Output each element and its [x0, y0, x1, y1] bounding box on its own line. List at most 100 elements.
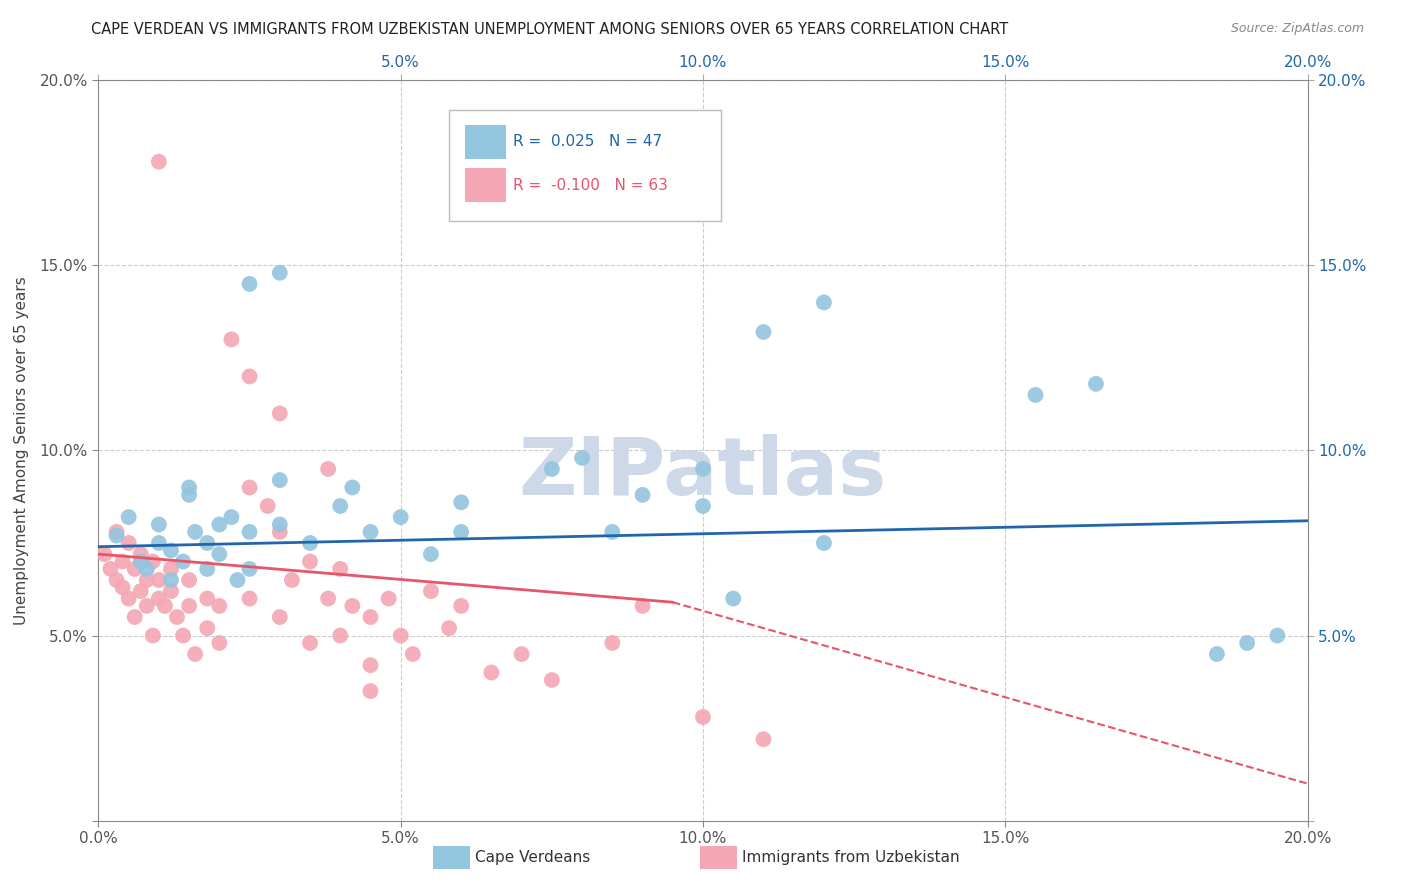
Point — [135, 599, 157, 613]
Point — [360, 610, 382, 624]
Point — [571, 450, 593, 465]
Point — [208, 599, 231, 613]
Point — [360, 684, 382, 698]
Point — [118, 536, 141, 550]
Point — [420, 584, 443, 599]
Point — [226, 573, 249, 587]
Point — [631, 599, 654, 613]
Point — [329, 628, 352, 642]
Point — [692, 499, 714, 513]
Point — [281, 573, 304, 587]
Point — [195, 591, 218, 606]
Point — [221, 332, 243, 346]
Point — [118, 510, 141, 524]
Point — [723, 591, 745, 606]
Text: Cape Verdeans: Cape Verdeans — [475, 850, 591, 864]
Point — [389, 628, 412, 642]
FancyBboxPatch shape — [465, 169, 506, 202]
Point — [105, 524, 128, 539]
Point — [299, 636, 322, 650]
Point — [299, 554, 322, 569]
Point — [148, 517, 170, 532]
Point — [316, 591, 339, 606]
Point — [342, 481, 364, 495]
Point — [450, 599, 472, 613]
Point — [179, 481, 201, 495]
Point — [269, 407, 291, 421]
Point — [221, 510, 243, 524]
Point — [316, 462, 339, 476]
Point — [179, 488, 201, 502]
Text: ZIPatlas: ZIPatlas — [519, 434, 887, 512]
Point — [1206, 647, 1229, 661]
Point — [420, 547, 443, 561]
Point — [631, 488, 654, 502]
Point — [93, 547, 115, 561]
Text: R =  -0.100   N = 63: R = -0.100 N = 63 — [513, 178, 668, 193]
Point — [184, 647, 207, 661]
Point — [100, 562, 122, 576]
Point — [239, 481, 262, 495]
Point — [172, 628, 194, 642]
Point — [142, 554, 165, 569]
Point — [105, 528, 128, 542]
Point — [299, 536, 322, 550]
Point — [1267, 628, 1289, 642]
Point — [360, 524, 382, 539]
Text: Source: ZipAtlas.com: Source: ZipAtlas.com — [1230, 22, 1364, 36]
Point — [208, 547, 231, 561]
Point — [329, 562, 352, 576]
Point — [437, 621, 460, 635]
Point — [129, 547, 152, 561]
Point — [1024, 388, 1046, 402]
Point — [148, 536, 170, 550]
Point — [602, 636, 624, 650]
Point — [377, 591, 399, 606]
Text: CAPE VERDEAN VS IMMIGRANTS FROM UZBEKISTAN UNEMPLOYMENT AMONG SENIORS OVER 65 YE: CAPE VERDEAN VS IMMIGRANTS FROM UZBEKIST… — [91, 22, 1008, 37]
Point — [239, 591, 262, 606]
Point — [692, 462, 714, 476]
Point — [602, 524, 624, 539]
Point — [752, 325, 775, 339]
Point — [239, 524, 262, 539]
Point — [184, 524, 207, 539]
Point — [153, 599, 176, 613]
Point — [166, 610, 188, 624]
Point — [402, 647, 425, 661]
Point — [148, 591, 170, 606]
Point — [239, 277, 262, 291]
Point — [172, 554, 194, 569]
Point — [135, 573, 157, 587]
Point — [692, 710, 714, 724]
FancyBboxPatch shape — [465, 126, 506, 160]
Point — [118, 591, 141, 606]
Point — [208, 517, 231, 532]
Point — [510, 647, 533, 661]
Point — [105, 573, 128, 587]
FancyBboxPatch shape — [449, 110, 721, 221]
Point — [269, 524, 291, 539]
Point — [135, 562, 157, 576]
Y-axis label: Unemployment Among Seniors over 65 years: Unemployment Among Seniors over 65 years — [14, 277, 28, 624]
Point — [813, 295, 835, 310]
Point — [148, 154, 170, 169]
Point — [752, 732, 775, 747]
Point — [195, 536, 218, 550]
Point — [111, 554, 134, 569]
Point — [179, 573, 201, 587]
Point — [208, 636, 231, 650]
Point — [129, 584, 152, 599]
Point — [160, 562, 183, 576]
Point — [142, 628, 165, 642]
Point — [342, 599, 364, 613]
Point — [195, 621, 218, 635]
Point — [269, 266, 291, 280]
Point — [124, 562, 146, 576]
Point — [389, 510, 412, 524]
Point — [450, 524, 472, 539]
Point — [256, 499, 278, 513]
Point — [111, 581, 134, 595]
Point — [540, 462, 562, 476]
Point — [481, 665, 503, 680]
Point — [239, 562, 262, 576]
